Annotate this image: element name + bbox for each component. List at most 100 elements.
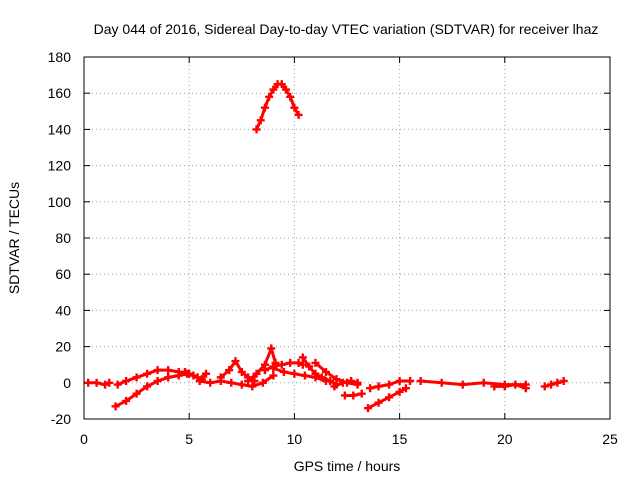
data-point [290, 369, 299, 378]
data-point [385, 393, 394, 402]
series-arc-4 [180, 367, 211, 384]
y-tick-label: 100 [48, 194, 72, 210]
x-tick-label: 0 [80, 431, 88, 447]
series-arc-1 [84, 378, 114, 389]
data-point [281, 85, 290, 94]
data-point [244, 376, 253, 385]
data-point [437, 378, 446, 387]
series-arc-11 [298, 353, 341, 389]
y-tick-label: 20 [55, 339, 71, 355]
data-point [458, 380, 467, 389]
data-point [164, 373, 173, 382]
data-point [122, 376, 131, 385]
data-point [132, 373, 141, 382]
data-point [332, 375, 341, 384]
data-point [340, 391, 349, 400]
data-point [248, 382, 257, 391]
data-point [364, 404, 373, 413]
data-point [153, 366, 162, 375]
data-point [111, 402, 120, 411]
series-arc-5 [195, 371, 278, 391]
data-point [277, 360, 286, 369]
chart-title: Day 044 of 2016, Sidereal Day-to-day VTE… [94, 21, 599, 37]
data-point [105, 378, 114, 387]
data-point [237, 367, 246, 376]
data-point [490, 382, 499, 391]
data-point [132, 389, 141, 398]
data-point [231, 357, 240, 366]
series-line [183, 370, 208, 381]
data-point [338, 378, 347, 387]
series-arc-16 [366, 376, 415, 393]
data-point [269, 85, 278, 94]
data-point [559, 376, 568, 385]
data-point [540, 382, 549, 391]
y-tick-label: 0 [63, 375, 71, 391]
data-point [479, 378, 488, 387]
data-point [279, 367, 288, 376]
data-point [174, 371, 183, 380]
data-point [321, 367, 330, 376]
data-point [267, 344, 276, 353]
data-point [269, 364, 278, 373]
data-point [300, 371, 309, 380]
data-point [237, 380, 246, 389]
data-point [143, 382, 152, 391]
data-series [84, 80, 568, 413]
data-point [330, 382, 339, 391]
series-arc-18 [490, 380, 530, 393]
y-tick-label: 180 [48, 49, 72, 65]
y-tick-label: 40 [55, 302, 71, 318]
data-point [153, 376, 162, 385]
data-point [206, 378, 215, 387]
data-point [500, 382, 509, 391]
data-point [180, 367, 189, 376]
series-line [492, 383, 528, 390]
data-point [143, 369, 152, 378]
data-point [290, 103, 299, 112]
data-point [227, 378, 236, 387]
series-arc-13 [330, 376, 362, 391]
y-tick-label: 120 [48, 158, 72, 174]
data-point [326, 376, 335, 385]
data-point [547, 380, 556, 389]
data-point [374, 382, 383, 391]
data-point [357, 389, 366, 398]
data-point [294, 110, 303, 119]
y-tick-label: -20 [51, 411, 71, 427]
data-point [260, 366, 269, 375]
data-point [256, 116, 265, 125]
x-tick-label: 5 [185, 431, 193, 447]
data-point [353, 378, 362, 387]
data-point [202, 369, 211, 378]
data-point [406, 376, 415, 385]
data-point [317, 373, 326, 382]
series-arc-15 [364, 384, 410, 413]
data-point [269, 371, 278, 380]
x-axis-label: GPS time / hours [294, 458, 401, 474]
data-point [189, 371, 198, 380]
data-point [305, 362, 314, 371]
y-tick-label: 60 [55, 266, 71, 282]
data-point [395, 376, 404, 385]
data-point [311, 358, 320, 367]
data-point [298, 360, 307, 369]
series-arc-14 [340, 389, 366, 400]
data-point [92, 378, 101, 387]
data-point [216, 373, 225, 382]
y-tick-label: 140 [48, 121, 72, 137]
data-point [260, 103, 269, 112]
data-point [294, 358, 303, 367]
data-point [252, 369, 261, 378]
data-point [395, 387, 404, 396]
data-point [347, 376, 356, 385]
y-tick-label: 160 [48, 85, 72, 101]
data-point [286, 92, 295, 101]
data-point [286, 358, 295, 367]
x-tick-label: 25 [602, 431, 618, 447]
x-tick-label: 20 [497, 431, 513, 447]
data-point [84, 378, 93, 387]
series-arc-19 [540, 376, 568, 391]
data-point [298, 353, 307, 362]
